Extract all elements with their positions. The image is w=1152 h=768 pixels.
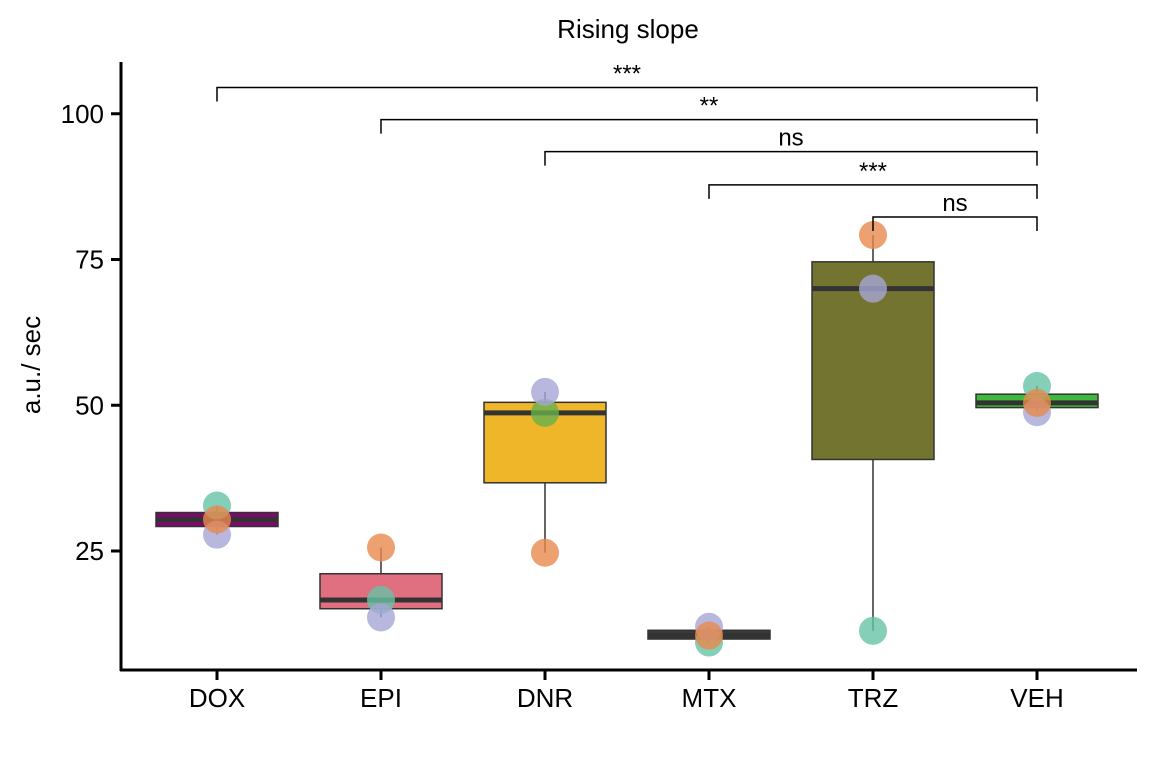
data-point bbox=[695, 621, 723, 650]
y-tick-label: 100 bbox=[61, 99, 104, 129]
data-point bbox=[367, 533, 395, 562]
y-tick-label: 25 bbox=[75, 536, 104, 566]
data-point bbox=[531, 538, 559, 567]
x-tick-label: EPI bbox=[360, 683, 402, 713]
significance-label: ns bbox=[942, 190, 967, 217]
data-point bbox=[367, 603, 395, 632]
x-tick-label: VEH bbox=[1010, 683, 1063, 713]
significance-bracket bbox=[380, 118, 1038, 134]
data-point bbox=[531, 377, 559, 406]
data-point bbox=[859, 221, 887, 250]
significance-bracket bbox=[708, 184, 1038, 199]
significance-label: ** bbox=[700, 93, 719, 120]
data-point bbox=[859, 274, 887, 303]
significance-label: *** bbox=[859, 158, 887, 185]
data-point bbox=[203, 505, 231, 534]
significance-label: ns bbox=[778, 125, 803, 152]
significance-bracket bbox=[872, 216, 1038, 231]
data-point bbox=[531, 398, 559, 427]
x-tick-label: DNR bbox=[517, 683, 573, 713]
x-tick-label: DOX bbox=[189, 683, 245, 713]
y-tick-label: 75 bbox=[75, 245, 104, 275]
data-point bbox=[859, 616, 887, 645]
significance-bracket bbox=[216, 86, 1038, 102]
significance-label: *** bbox=[613, 61, 641, 88]
y-axis-title: a.u./ sec bbox=[16, 316, 46, 414]
significance-bracket bbox=[544, 150, 1038, 166]
chart-title: Rising slope bbox=[557, 14, 699, 44]
y-tick-label: 50 bbox=[75, 390, 104, 420]
data-point bbox=[1023, 388, 1051, 417]
x-tick-label: MTX bbox=[682, 683, 737, 713]
x-tick-label: TRZ bbox=[848, 683, 899, 713]
